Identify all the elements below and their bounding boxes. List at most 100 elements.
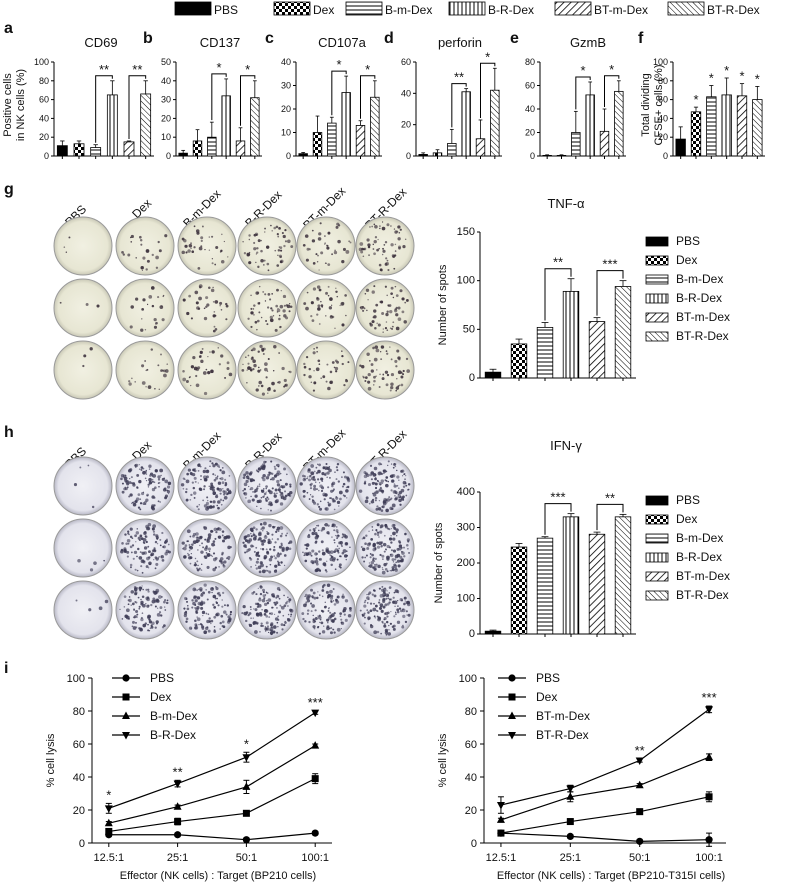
bar-Dex <box>690 111 702 157</box>
spot <box>254 630 258 634</box>
spot <box>317 254 319 257</box>
legend-swatch <box>645 495 669 506</box>
spot <box>243 535 247 539</box>
spot <box>130 476 133 479</box>
spot <box>371 529 374 531</box>
significance-label: * <box>216 60 221 75</box>
spot <box>280 542 283 545</box>
spot <box>255 560 259 564</box>
spot <box>365 288 370 292</box>
spot <box>380 632 383 635</box>
spot <box>392 627 396 631</box>
spot <box>327 550 331 554</box>
spot <box>342 247 346 251</box>
spot <box>274 249 277 252</box>
spot <box>395 365 398 368</box>
spot <box>263 495 265 497</box>
spot <box>203 316 208 321</box>
spot <box>329 380 333 384</box>
spot <box>145 524 149 529</box>
spot <box>316 297 320 301</box>
spot <box>311 476 315 481</box>
spot <box>317 307 321 311</box>
spot <box>212 567 216 572</box>
spot <box>189 498 192 501</box>
spot <box>373 615 376 618</box>
spot <box>341 355 344 358</box>
elispot-plates-tnf <box>53 216 415 400</box>
y-tick-label: 20 <box>658 132 668 142</box>
spot <box>279 564 281 567</box>
spot <box>188 244 193 248</box>
spot <box>397 605 399 607</box>
marker-triangle-up <box>566 792 575 800</box>
spot <box>381 489 385 493</box>
spot <box>378 599 381 601</box>
spot <box>380 472 383 475</box>
bar-PBS <box>542 155 552 157</box>
spot <box>248 612 252 615</box>
spot <box>344 618 348 622</box>
spot <box>391 325 394 328</box>
spot <box>388 586 392 589</box>
spot <box>385 597 388 600</box>
spot <box>255 553 259 557</box>
spot <box>196 568 200 572</box>
significance-bracket <box>575 76 591 110</box>
spot <box>380 358 383 361</box>
bar-Dex <box>312 132 323 157</box>
spot <box>157 364 160 367</box>
well-disc <box>53 456 113 516</box>
spot <box>224 478 227 481</box>
spot <box>137 493 141 496</box>
spot <box>260 249 263 253</box>
spot <box>157 475 161 479</box>
spot <box>224 481 228 485</box>
significance-label: * <box>724 63 729 78</box>
spot <box>380 545 383 548</box>
spot <box>324 235 326 237</box>
spot <box>154 387 156 390</box>
spot <box>387 464 389 467</box>
spot <box>93 561 97 565</box>
spot <box>190 365 195 369</box>
spot <box>393 527 397 530</box>
spot <box>314 535 319 540</box>
spot <box>277 254 279 257</box>
spot <box>250 535 253 538</box>
spot <box>343 475 347 479</box>
spot <box>373 466 378 471</box>
spot <box>196 231 200 235</box>
spot <box>153 318 157 322</box>
spot <box>335 290 338 294</box>
spot <box>215 315 217 317</box>
spot <box>123 606 126 608</box>
spot <box>348 240 351 243</box>
spot <box>331 482 334 486</box>
spot <box>217 536 220 538</box>
spot <box>136 587 138 589</box>
spot <box>152 474 157 478</box>
spot <box>402 495 405 499</box>
spot <box>193 469 197 473</box>
spot <box>249 479 253 483</box>
spot <box>373 223 376 226</box>
spot <box>288 310 291 313</box>
spot <box>327 294 330 297</box>
spot <box>287 239 291 244</box>
spot <box>252 533 256 537</box>
spot <box>318 505 321 508</box>
spot <box>367 483 372 487</box>
marker-triangle-down <box>122 732 130 740</box>
spot <box>396 599 399 602</box>
spot <box>281 366 285 371</box>
spot <box>248 547 251 551</box>
marker-triangle-down <box>173 780 182 789</box>
spot <box>345 489 349 493</box>
well-disc <box>53 278 113 338</box>
spot <box>88 608 92 612</box>
spot <box>315 481 317 483</box>
spot <box>398 540 401 543</box>
spot <box>256 485 259 488</box>
spot <box>220 561 224 565</box>
